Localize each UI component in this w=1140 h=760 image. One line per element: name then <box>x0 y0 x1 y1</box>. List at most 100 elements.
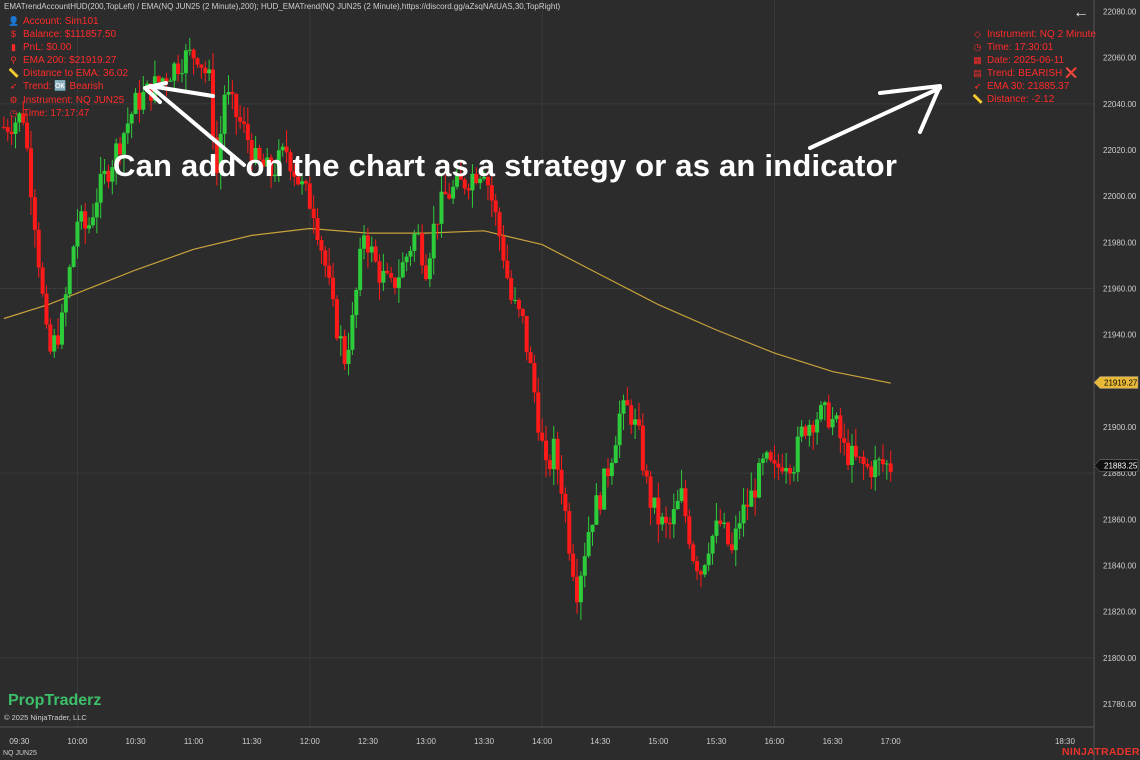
candle-up <box>79 211 84 222</box>
candle-down <box>307 183 312 209</box>
price-tick-label: 21860.00 <box>1103 515 1137 524</box>
hud-row: ▦ Date: 2025-06-11 <box>972 54 1096 67</box>
candle-up <box>350 315 355 350</box>
candle-up <box>412 233 417 251</box>
candle-down <box>48 324 53 352</box>
price-markers: 21919.27 21883.25 <box>1093 376 1139 472</box>
candle-up <box>354 289 359 316</box>
candle-down <box>385 270 390 274</box>
candle-up <box>617 413 622 446</box>
candle-up <box>381 270 386 283</box>
candle-down <box>435 223 440 225</box>
candle-down <box>865 463 870 467</box>
hud-row: ◇ Instrument: NQ 2 Minute <box>972 28 1096 41</box>
candle-down <box>698 571 703 575</box>
candle-down <box>269 157 274 177</box>
price-tick-label: 21780.00 <box>1103 700 1137 709</box>
time-tick-label: 13:30 <box>474 737 495 746</box>
arrow-left-icon[interactable]: ← <box>1073 4 1089 21</box>
candle-down <box>389 273 394 278</box>
candle-up <box>125 123 130 134</box>
instrument-symbol: NQ JUN25 <box>3 750 37 757</box>
price-tick-label: 21960.00 <box>1103 284 1137 293</box>
hud-row: 📏 Distance to EMA: 36.02 <box>8 67 128 80</box>
candle-up <box>187 49 192 51</box>
candle-down <box>245 123 250 141</box>
candle-down <box>846 442 851 466</box>
time-tick-label: 14:30 <box>590 737 611 746</box>
left-arrow-annotation <box>148 84 246 167</box>
candle-up <box>679 488 684 501</box>
candle-up <box>877 459 882 461</box>
candle-down <box>191 49 196 59</box>
candle-up <box>404 256 409 263</box>
candle-down <box>532 363 537 393</box>
candle-up <box>741 504 746 524</box>
price-tick-label: 21800.00 <box>1103 654 1137 663</box>
candle-down <box>214 137 219 174</box>
candle-down <box>563 493 568 512</box>
candle-up <box>590 524 595 533</box>
candle-down <box>443 191 448 195</box>
brand-watermark: PropTraderz <box>8 692 102 709</box>
candle-up <box>795 436 800 473</box>
right-arrow-annotation <box>808 84 942 150</box>
candle-down <box>648 476 653 508</box>
candle-down <box>664 516 669 523</box>
candle-up <box>818 405 823 420</box>
candle-up <box>873 460 878 478</box>
time-tick-label: 15:00 <box>648 737 669 746</box>
candle-up <box>207 69 212 74</box>
hud-row: ⚲ EMA 200: $21919.27 <box>8 54 128 67</box>
price-axis[interactable]: 21780.00 21800.00 21820.00 21840.00 21860.00… <box>1093 0 1137 760</box>
hud-row: ▤ Trend: BEARISH ❌ <box>972 67 1096 80</box>
candle-up <box>408 250 413 257</box>
chart-icon: ▤ <box>973 68 982 79</box>
candle-down <box>667 522 672 525</box>
candle-up <box>749 490 754 507</box>
candle-down <box>423 265 428 280</box>
candle-down <box>257 147 262 160</box>
candle-down <box>753 490 758 498</box>
candle-up <box>168 80 173 82</box>
bar-chart-icon: ▮ <box>11 42 16 53</box>
time-axis[interactable]: 09:30 10:00 10:30 11:00 11:30 12:00 12:30 13:00… <box>0 726 1094 746</box>
ruler-icon: 📏 <box>972 94 984 105</box>
candle-down <box>106 170 111 182</box>
candle-up <box>272 174 277 177</box>
candle-down <box>695 561 700 572</box>
candle-down <box>83 211 88 229</box>
candle-down <box>323 250 328 266</box>
pin-icon: ⚲ <box>10 55 17 66</box>
candle-up <box>815 419 820 433</box>
candle-up <box>427 258 432 280</box>
candle-up <box>722 522 727 524</box>
price-tick-label: 22020.00 <box>1103 146 1137 155</box>
candle-down <box>869 466 874 478</box>
candle-down <box>505 260 510 279</box>
candle-down <box>598 495 603 510</box>
hud-row: ◷ Time: 17:30:01 <box>972 41 1096 54</box>
candle-up <box>582 556 587 576</box>
candle-down <box>625 400 630 406</box>
candle-down <box>241 121 246 124</box>
candle-up <box>102 170 107 174</box>
trend-icon: ➶ <box>9 81 18 92</box>
candle-down <box>284 146 289 153</box>
instrument-icon: ⚙ <box>9 94 18 105</box>
hud-text: Time: 17:30:01 <box>987 42 1054 54</box>
candle-up <box>369 246 374 253</box>
hud-text: Instrument: NQ 2 Minute <box>987 29 1096 40</box>
candle-up <box>884 463 889 465</box>
price-tick-label: 21980.00 <box>1103 238 1137 247</box>
calendar-icon: ▦ <box>973 55 982 66</box>
candle-down <box>629 405 634 425</box>
candle-up <box>737 523 742 529</box>
candle-down <box>32 197 37 230</box>
candle-down <box>718 520 723 524</box>
candle-down <box>880 459 885 465</box>
clock-icon: ◷ <box>9 107 18 118</box>
price-tick-label: 21840.00 <box>1103 561 1137 570</box>
